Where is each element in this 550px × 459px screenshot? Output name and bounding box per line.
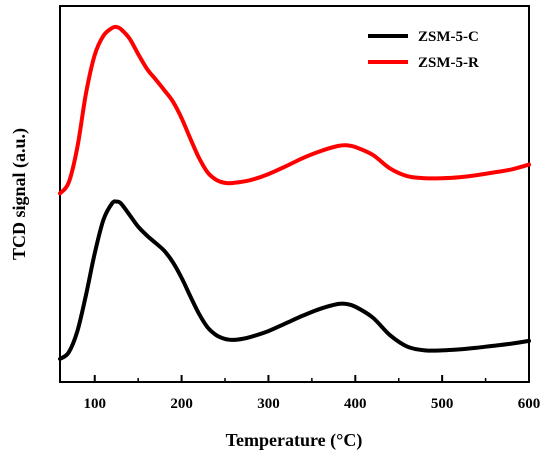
- legend-label-zsm-5-r: ZSM-5-R: [418, 55, 479, 71]
- x-tick-label-200: 200: [170, 396, 193, 412]
- x-axis-ticks: 100 200 300 400 500 600: [83, 375, 540, 412]
- legend: ZSM-5-C ZSM-5-R: [368, 29, 479, 71]
- x-tick-label-600: 600: [518, 396, 541, 412]
- x-tick-label-100: 100: [83, 396, 106, 412]
- series-group: [58, 24, 531, 361]
- x-tick-label-400: 400: [344, 396, 367, 412]
- x-tick-label-500: 500: [431, 396, 454, 412]
- x-axis-title: Temperature (°C): [226, 430, 363, 451]
- series-line-zsm-5-r: [58, 24, 531, 196]
- series-line-zsm-5-c: [58, 199, 531, 361]
- legend-label-zsm-5-c: ZSM-5-C: [418, 29, 479, 45]
- y-axis-title: TCD signal (a.u.): [9, 128, 30, 260]
- x-tick-label-300: 300: [257, 396, 280, 412]
